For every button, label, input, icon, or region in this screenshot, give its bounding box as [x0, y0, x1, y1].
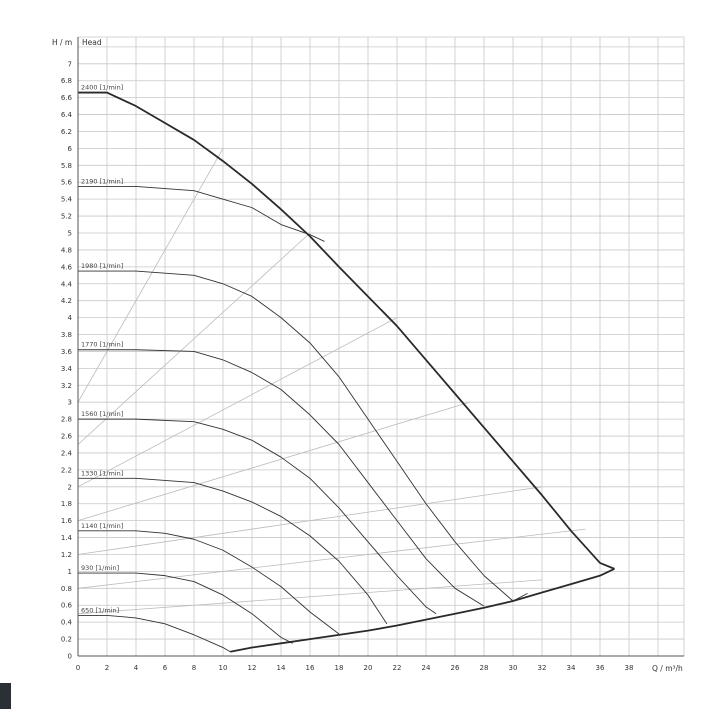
x-tick-label: 34 — [567, 664, 576, 672]
y-tick-label: 5.4 — [61, 196, 73, 204]
x-tick-label: 24 — [422, 664, 431, 672]
x-tick-label: 22 — [393, 664, 402, 672]
y-tick-label: 0.8 — [61, 585, 72, 593]
y-tick-label: 6.2 — [61, 128, 72, 136]
efficiency-line — [77, 401, 470, 522]
speed-curve-label: 1980 [1/min] — [81, 262, 123, 270]
y-tick-label: 6 — [68, 145, 73, 153]
x-tick-label: 28 — [480, 664, 489, 672]
speed-curve — [78, 270, 528, 602]
speed-curve-label: 2400 [1/min] — [81, 84, 123, 92]
y-tick-label: 4.2 — [61, 297, 72, 305]
x-tick-label: 14 — [277, 664, 286, 672]
y-tick-label: 3.2 — [61, 382, 72, 390]
speed-curve — [78, 572, 293, 644]
y-tick-label: 1 — [68, 568, 72, 576]
y-axis-title: Head — [82, 38, 102, 47]
y-tick-label: 1.2 — [61, 551, 72, 559]
x-tick-label: 12 — [248, 664, 257, 672]
y-tick-label: 0.2 — [61, 636, 72, 644]
x-tick-label: 20 — [364, 664, 373, 672]
efficiency-line — [77, 486, 543, 555]
x-axis-label: Q / m³/h — [652, 664, 683, 673]
y-tick-label: 4.8 — [61, 246, 72, 254]
y-tick-label: 1.8 — [61, 500, 72, 508]
y-axis-label: H / m — [52, 38, 72, 47]
speed-curve — [78, 530, 340, 635]
y-tick-label: 4.6 — [61, 263, 73, 271]
efficiency-lines — [77, 148, 586, 615]
y-tick-label: 6.6 — [61, 94, 73, 102]
speed-curve — [78, 477, 388, 625]
x-tick-label: 8 — [192, 664, 196, 672]
y-tick-label: 0.4 — [61, 619, 73, 627]
y-tick-label: 6.4 — [61, 111, 73, 119]
speed-curve — [78, 349, 485, 607]
y-tick-label: 5 — [68, 230, 72, 238]
x-tick-label: 36 — [596, 664, 605, 672]
efficiency-line — [77, 317, 398, 488]
efficiency-line — [77, 232, 311, 445]
speed-curve-label: 1560 [1/min] — [81, 410, 123, 418]
x-tick-label: 6 — [163, 664, 168, 672]
x-tick-label: 2 — [105, 664, 109, 672]
x-tick-label: 26 — [451, 664, 460, 672]
efficiency-line — [77, 528, 586, 589]
y-tick-label: 5.6 — [61, 179, 73, 187]
x-tick-label: 0 — [76, 664, 80, 672]
x-tick-label: 18 — [335, 664, 344, 672]
speed-curve-label: 930 [1/min] — [81, 564, 119, 572]
envelope-curve — [230, 568, 615, 653]
y-tick-label: 2.4 — [61, 449, 73, 457]
y-tick-label: 7 — [68, 60, 72, 68]
envelope-curve — [78, 91, 615, 570]
efficiency-line — [77, 148, 224, 403]
y-tick-label: 4.4 — [61, 280, 73, 288]
x-tick-label: 10 — [219, 664, 228, 672]
x-tick-label: 4 — [134, 664, 139, 672]
y-tick-label: 5.2 — [61, 213, 72, 221]
speed-curves — [78, 91, 615, 653]
y-tick-label: 0 — [68, 653, 72, 661]
speed-curve-label: 1770 [1/min] — [81, 341, 123, 349]
y-tick-label: 0.6 — [61, 602, 73, 610]
y-tick-label: 5.8 — [61, 162, 72, 170]
y-tick-label: 4 — [68, 314, 73, 322]
y-tick-label: 1.4 — [61, 534, 73, 542]
y-tick-label: 6.8 — [61, 77, 72, 85]
y-tick-label: 2 — [68, 483, 72, 491]
y-tick-label: 3 — [68, 399, 72, 407]
y-tick-label: 2.8 — [61, 416, 72, 424]
speed-curve-label: 1140 [1/min] — [81, 522, 123, 530]
y-tick-label: 1.6 — [61, 517, 73, 525]
speed-curve-label: 650 [1/min] — [81, 606, 119, 614]
y-tick-label: 3.6 — [61, 348, 73, 356]
speed-curve — [78, 614, 231, 653]
y-tick-label: 3.8 — [61, 331, 72, 339]
speed-curve — [78, 418, 437, 615]
x-tick-label: 38 — [625, 664, 634, 672]
speed-curve-label: 2190 [1/min] — [81, 177, 123, 185]
x-tick-label: 32 — [538, 664, 547, 672]
speed-labels: 2400 [1/min] 2190 [1/min] 1980 [1/min] 1770… — [81, 84, 123, 615]
efficiency-line — [77, 579, 543, 615]
x-tick-label: 16 — [306, 664, 315, 672]
speed-curve — [78, 186, 325, 242]
grid — [77, 36, 685, 657]
y-tick-label: 2.6 — [61, 433, 73, 441]
x-tick-label: 30 — [509, 664, 518, 672]
y-tick-label: 3.4 — [61, 365, 73, 373]
speed-curve-label: 1330 [1/min] — [81, 469, 123, 477]
y-tick-label: 2.2 — [61, 466, 72, 474]
axes: H / m Head Q / m³/h 0 2 4 6 8 10 12 14 16 18 20 22 2… — [52, 37, 684, 673]
corner-block — [0, 683, 11, 709]
